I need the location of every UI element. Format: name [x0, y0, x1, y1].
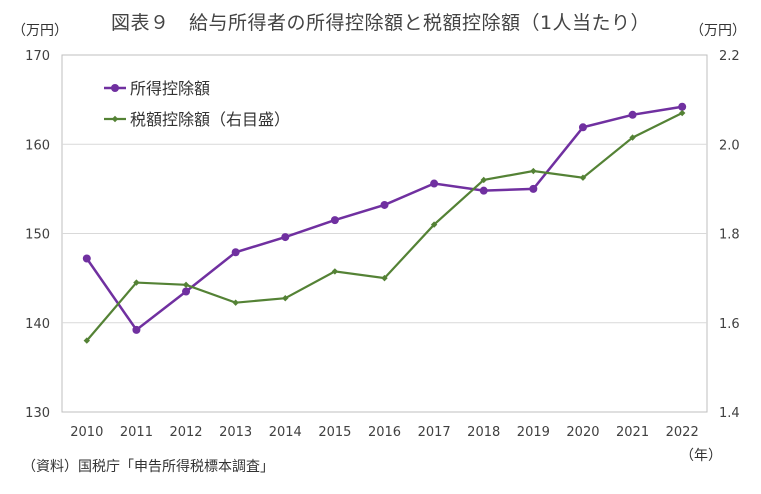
- y-right-tick-label: 2.2: [719, 49, 740, 64]
- series-2-point: [282, 295, 289, 302]
- series-2-point: [629, 134, 636, 141]
- series-1-point: [678, 102, 687, 111]
- y-left-tick-label: 170: [25, 49, 50, 64]
- series-2-point: [83, 337, 91, 344]
- legend-marker-1: [111, 84, 119, 92]
- left-axis-unit: （万円）: [12, 23, 68, 39]
- series-line-2: [85, 112, 683, 342]
- x-tick-label: 2011: [120, 425, 153, 440]
- legend-label-1: 所得控除額: [130, 79, 210, 98]
- x-tick-label: 2018: [467, 425, 500, 440]
- y-right-tick-label: 1.6: [719, 317, 740, 332]
- y-left-tick-label: 150: [25, 228, 50, 243]
- series-2-point: [232, 299, 239, 306]
- x-tick-label: 2017: [418, 425, 451, 440]
- x-tick-label: 2019: [517, 425, 550, 440]
- series-1-point: [479, 186, 488, 195]
- series-1-point: [281, 233, 290, 242]
- series-1-point: [380, 200, 389, 209]
- series-2-point: [381, 274, 388, 282]
- y-left-tick-label: 130: [25, 406, 50, 421]
- legend-label-2: 税額控除額（右目盛）: [130, 110, 290, 129]
- series-1-point: [182, 287, 191, 296]
- x-tick-label: 2020: [566, 425, 599, 440]
- series-2-point: [480, 176, 487, 184]
- series-1-point: [628, 110, 637, 119]
- series-2-point: [579, 174, 587, 181]
- series-1-point: [82, 254, 91, 263]
- series-2-point: [133, 279, 140, 286]
- series-2-point: [530, 167, 537, 175]
- series-2-point: [182, 281, 190, 289]
- y-right-tick-label: 1.8: [719, 228, 740, 243]
- y-left-tick-label: 160: [25, 138, 50, 153]
- x-tick-label: 2022: [666, 425, 699, 440]
- series-2-point: [430, 221, 438, 228]
- right-axis-unit: （万円）: [690, 23, 746, 39]
- x-tick-label: 2010: [70, 425, 103, 440]
- x-tick-label: 2016: [368, 425, 401, 440]
- x-axis-unit: （年）: [680, 448, 722, 464]
- y-left-tick-label: 140: [25, 317, 50, 332]
- series-2-point: [678, 109, 686, 117]
- x-tick-label: 2021: [616, 425, 649, 440]
- legend-marker-2: [111, 115, 119, 123]
- series-1-point: [330, 216, 339, 225]
- y-right-tick-label: 2.0: [719, 138, 740, 153]
- chart-title: 図表９ 給与所得者の所得控除額と税額控除額（1人当たり）: [110, 12, 651, 34]
- series-1-point: [529, 184, 538, 193]
- series-1-point: [430, 179, 439, 188]
- series-1-point: [578, 123, 587, 132]
- y-right-tick-label: 1.4: [719, 406, 740, 421]
- x-tick-label: 2013: [219, 425, 252, 440]
- series-1-point: [231, 248, 240, 257]
- series-2-point: [331, 268, 339, 275]
- x-tick-label: 2015: [318, 425, 351, 440]
- source-note: （資料）国税庁「申告所得税標本調査」: [22, 459, 274, 475]
- x-tick-label: 2014: [269, 425, 302, 440]
- series-1-point: [132, 325, 141, 334]
- x-tick-label: 2012: [169, 425, 202, 440]
- series-line-1: [85, 105, 683, 332]
